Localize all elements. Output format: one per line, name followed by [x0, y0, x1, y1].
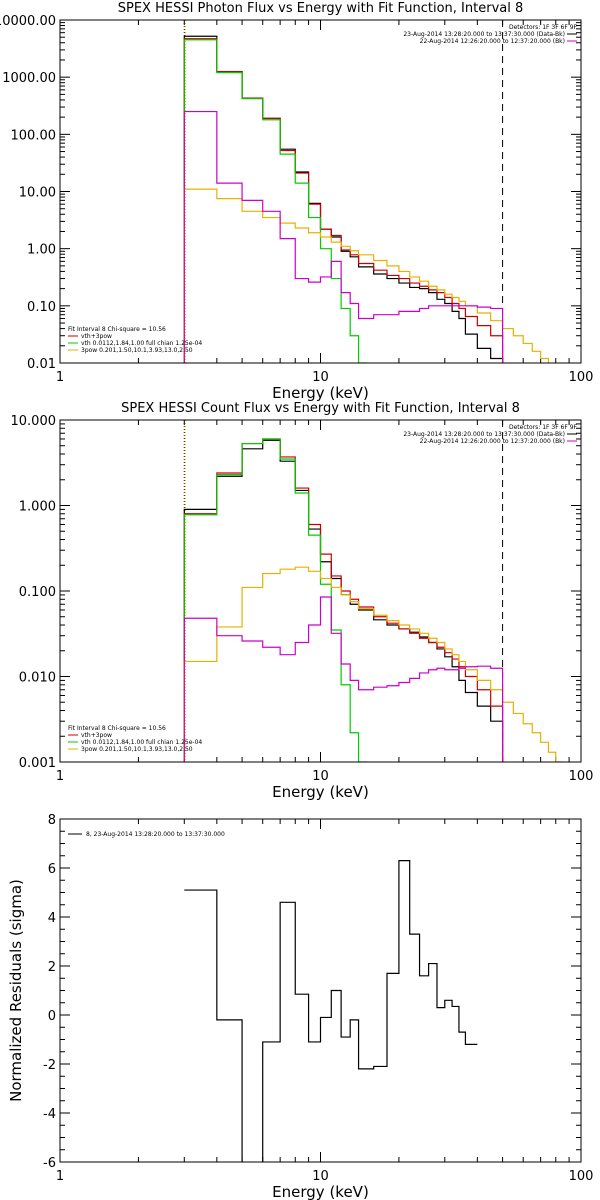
x-tick-label: 100 [569, 1169, 594, 1184]
y-tick-label: 0.01 [27, 357, 56, 372]
y-tick-label: 10000.00 [0, 14, 56, 29]
legend-header: Detectors: 1F 3F 6F 9F [509, 24, 578, 31]
y-tick-label: 8 [48, 813, 56, 828]
series-line [183, 39, 367, 363]
y-tick-label: 6 [48, 862, 56, 877]
series-line [183, 438, 367, 762]
fit-legend-entry: vth 0.0112,1.84,1.00 full chian 1.25e-04 [81, 739, 202, 746]
legend-header: Detectors: 1F 3F 6F 9F [509, 424, 578, 431]
fit-legend-header: Fit Interval 8 Chi-square = 10.56 [68, 326, 166, 333]
fit-legend-entry: vth+3pow [81, 333, 112, 340]
y-tick-label: 10.00 [19, 186, 56, 201]
legend-entry: 23-Aug-2014 13:28:20.000 to 13:37:30.000… [403, 431, 565, 438]
residuals-panel: Energy (keV) Normalized Residuals (sigma)… [7, 813, 593, 1200]
fit-legend-entry: 3pow 0.201,1.50,10.1,3.93,13.0,2.50 [81, 746, 193, 753]
y-tick-label: 1.000 [19, 500, 56, 515]
fit-legend-entry: vth+3pow [81, 732, 112, 739]
series-group [183, 35, 550, 363]
x-tick-label: 100 [569, 769, 594, 784]
y-tick-label: 0.001 [19, 756, 56, 771]
series-line [184, 860, 478, 1162]
plot-frame [59, 818, 582, 1163]
series-line [183, 110, 504, 363]
x-tick-label: 1 [56, 769, 64, 784]
y-tick-label: 1.00 [27, 243, 56, 258]
legend-entry: 23-Aug-2014 13:28:20.000 to 13:37:30.000… [403, 31, 565, 38]
y-tick-label: 0.100 [19, 585, 56, 600]
series-group [183, 438, 564, 762]
series-line [183, 438, 504, 762]
y-tick-label: 2 [48, 960, 56, 975]
y-tick-label: -4 [43, 1107, 56, 1122]
x-axis-label: Energy (keV) [272, 384, 369, 402]
fit-legend-entry: 3pow 0.201,1.50,10.1,3.93,13.0,2.50 [81, 347, 193, 354]
x-tick-label: 1 [56, 370, 64, 385]
x-tick-label: 10 [312, 1169, 329, 1184]
series-line [183, 439, 504, 762]
legend-entry: 22-Aug-2014 12:26:20.000 to 12:37:20.000… [420, 38, 565, 45]
fit-legend-entry: vth 0.0112,1.84,1.00 full chian 1.25e-04 [81, 340, 202, 347]
x-tick-label: 10 [312, 769, 329, 784]
series-line [183, 188, 550, 363]
count-flux-panel: SPEX HESSI Count Flux vs Energy with Fit… [11, 401, 594, 801]
x-axis-label: Energy (keV) [272, 783, 369, 801]
x-tick-label: 10 [312, 370, 329, 385]
plot-frame [59, 419, 582, 763]
x-tick-label: 100 [569, 370, 594, 385]
photon-flux-panel: SPEX HESSI Photon Flux vs Energy with Fi… [0, 1, 593, 402]
y-tick-label: 4 [48, 911, 56, 926]
y-tick-label: 100.00 [11, 128, 57, 143]
series-line [183, 35, 504, 363]
chart-title: SPEX HESSI Count Flux vs Energy with Fit… [121, 401, 520, 416]
y-tick-label: 0.010 [19, 671, 56, 686]
series-line [183, 38, 504, 363]
chart-title: SPEX HESSI Photon Flux vs Energy with Fi… [118, 1, 524, 16]
y-tick-label: -2 [43, 1058, 56, 1073]
y-tick-label: 0.10 [27, 300, 56, 315]
y-tick-label: -6 [43, 1156, 56, 1171]
series-line [183, 596, 504, 762]
y-axis-label: Normalized Residuals (sigma) [7, 879, 25, 1102]
x-tick-label: 1 [56, 1169, 64, 1184]
plot-frame [59, 19, 582, 364]
residual-legend-entry: 8, 23-Aug-2014 13:28:20.000 to 13:37:30.… [86, 831, 225, 838]
y-tick-label: 1000.00 [2, 71, 56, 86]
series-line [183, 566, 564, 762]
x-axis-label: Energy (keV) [272, 1183, 369, 1200]
series-group [184, 860, 478, 1162]
y-tick-label: 0 [48, 1009, 56, 1024]
fit-legend-header: Fit Interval 8 Chi-square = 10.56 [68, 725, 166, 732]
legend-entry: 22-Aug-2014 12:26:20.000 to 12:37:20.000… [420, 438, 565, 445]
y-tick-label: 10.000 [11, 414, 57, 429]
